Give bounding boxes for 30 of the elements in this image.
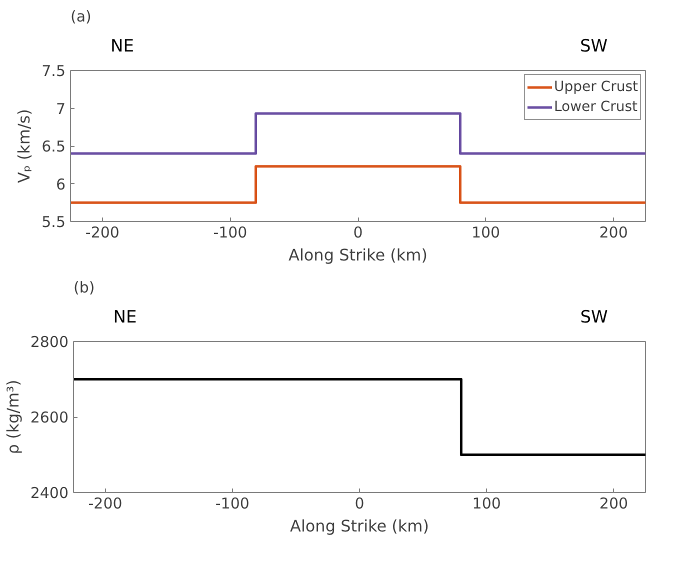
- x-tick-label: -200: [85, 224, 120, 242]
- y-axis-title: ρ (kg/m³): [3, 380, 22, 454]
- text: NE: [110, 36, 134, 56]
- legend-label: Lower Crust: [554, 99, 638, 115]
- x-axis-title: Along Strike (km): [290, 516, 429, 536]
- x-tick-label: -100: [213, 224, 248, 242]
- chart-title: (b): [74, 278, 95, 296]
- x-tick-label: 0: [353, 224, 363, 242]
- y-tick-label: 6: [56, 175, 66, 194]
- text: SW: [580, 308, 608, 328]
- chart-title: (a): [70, 8, 92, 26]
- y-tick-label: 6.5: [42, 138, 66, 156]
- legend-label: Upper Crust: [554, 79, 638, 95]
- x-tick-label: 200: [599, 494, 628, 512]
- x-tick-label: 200: [599, 224, 628, 242]
- y-tick-label: 7.5: [42, 62, 66, 80]
- x-tick-label: 100: [471, 224, 500, 242]
- y-tick-label: 7: [56, 100, 66, 118]
- y-tick-label: 5.5: [42, 213, 66, 231]
- x-tick-label: -100: [215, 494, 250, 512]
- y-tick-label: 2600: [30, 408, 69, 426]
- y-tick-label: 2800: [30, 333, 69, 351]
- y-axis-title: Vₚ (km/s): [14, 109, 34, 183]
- y-tick-label: 2400: [30, 484, 69, 502]
- text: SW: [580, 36, 608, 56]
- x-tick-label: -200: [88, 494, 122, 512]
- text: NE: [113, 308, 137, 328]
- x-axis-title: Along Strike (km): [288, 246, 428, 264]
- x-tick-label: 0: [354, 494, 364, 512]
- x-tick-label: 100: [472, 494, 501, 512]
